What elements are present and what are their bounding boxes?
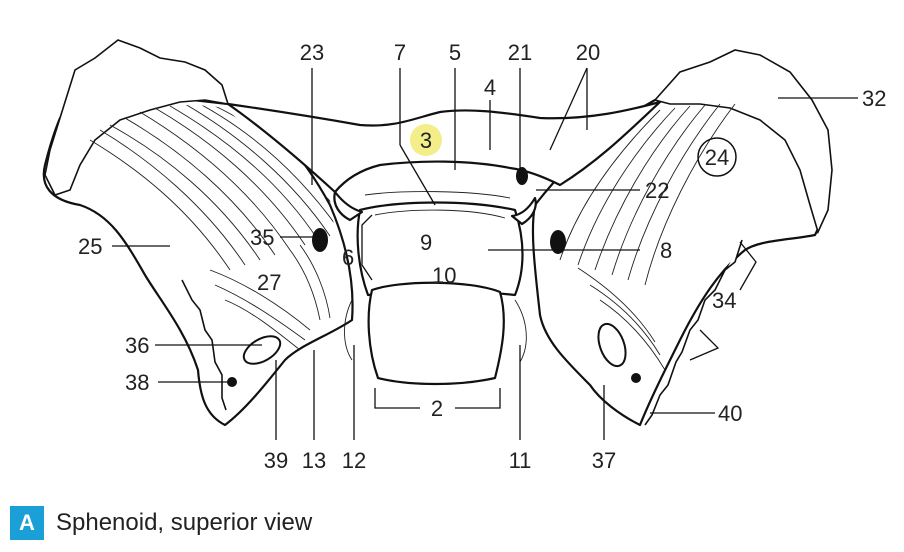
label-32: 32 <box>862 86 886 111</box>
labels: 23 7 5 21 20 4 32 3 24 22 35 25 6 9 8 10… <box>78 40 886 473</box>
label-11: 11 <box>509 448 532 473</box>
label-6: 6 <box>342 245 354 270</box>
label-2: 2 <box>431 396 443 421</box>
foramina <box>227 167 641 387</box>
label-37: 37 <box>592 448 616 473</box>
label-20: 20 <box>576 40 600 65</box>
label-10: 10 <box>432 263 456 288</box>
right-foramen-ovale <box>597 322 627 368</box>
label-27: 27 <box>257 270 281 295</box>
caption-letter-badge: A <box>10 506 44 540</box>
leader-lines <box>112 67 858 440</box>
lesser-wings <box>226 100 662 194</box>
right-wing-crest <box>653 49 833 235</box>
label-3-highlight <box>410 124 442 156</box>
optic-canal-right <box>516 167 528 185</box>
label-35: 35 <box>250 225 274 250</box>
label-7: 7 <box>394 40 406 65</box>
carotid-sulcus-left <box>344 299 353 361</box>
label-38: 38 <box>125 370 149 395</box>
caption-text: Sphenoid, superior view <box>56 509 313 536</box>
label-3: 3 <box>420 128 432 153</box>
label-34: 34 <box>712 288 736 313</box>
label-40: 40 <box>718 401 742 426</box>
label-8: 8 <box>660 238 672 263</box>
sphenoid-body <box>356 201 524 297</box>
left-wing-crest <box>44 39 230 196</box>
right-foramen-spinosum <box>631 373 641 383</box>
label-12: 12 <box>342 448 366 473</box>
left-foramen-ovale <box>242 335 282 365</box>
label-4: 4 <box>484 75 496 100</box>
label-39: 39 <box>264 448 288 473</box>
carotid-sulcus-right <box>514 299 527 363</box>
left-foramen-spinosum <box>227 377 237 387</box>
label-36: 36 <box>125 333 149 358</box>
right-serrated-margin <box>644 239 743 426</box>
left-wing-hatching <box>89 105 341 351</box>
sella-rim <box>374 209 506 219</box>
label-21: 21 <box>508 40 532 65</box>
right-foramen-rotundum <box>550 230 566 254</box>
dorsum-sellae <box>367 281 505 386</box>
anterior-clinoid-left <box>333 190 364 222</box>
right-wing-hatching <box>559 103 736 371</box>
label-13: 13 <box>302 448 326 473</box>
label-24: 24 <box>705 145 729 170</box>
label-24-circle <box>697 137 737 177</box>
figure-caption: A Sphenoid, superior view <box>10 505 312 541</box>
anterior-clinoid-right <box>510 196 537 226</box>
label-23: 23 <box>300 40 324 65</box>
label-25: 25 <box>78 234 102 259</box>
left-foramen-rotundum <box>312 228 328 252</box>
label-9: 9 <box>420 230 432 255</box>
label-22: 22 <box>645 178 669 203</box>
label-5: 5 <box>449 40 461 65</box>
chiasmatic-sulcus <box>364 191 511 199</box>
